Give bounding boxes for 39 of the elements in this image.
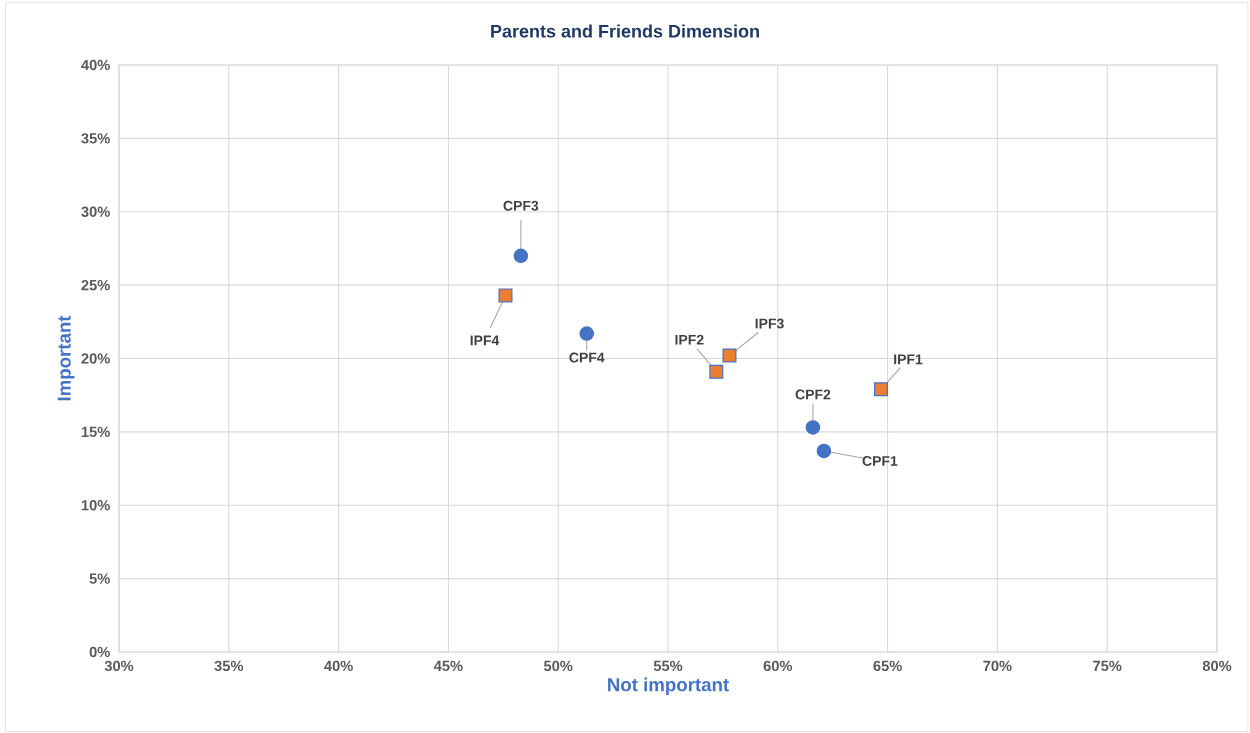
y-tick-label: 25% <box>81 279 110 291</box>
point <box>722 348 737 363</box>
point <box>816 443 832 459</box>
x-tick-label: 75% <box>1093 660 1122 672</box>
x-tick-label: 65% <box>873 660 902 672</box>
y-tick-label: 30% <box>81 206 110 217</box>
point <box>579 326 595 341</box>
x-tick-label: 45% <box>433 660 463 672</box>
annotation: IPF3 <box>755 318 784 329</box>
point <box>513 248 529 264</box>
annotation: CPF3 <box>503 200 539 211</box>
point <box>498 288 513 303</box>
y-tick-label: 5% <box>89 573 110 584</box>
point <box>709 364 724 379</box>
x-tick-label: 55% <box>653 660 683 672</box>
y-axis-title: Important <box>57 315 75 401</box>
point <box>805 420 821 435</box>
annotation: IPF4 <box>470 335 500 346</box>
y-tick-label: 20% <box>81 353 110 364</box>
x-tick-label: 70% <box>983 660 1012 672</box>
y-tick-label: 15% <box>81 426 110 438</box>
y-tick-label: 0% <box>89 646 110 658</box>
annotation: CPF1 <box>862 456 898 466</box>
point <box>874 382 889 397</box>
x-tick-label: 40% <box>324 660 353 672</box>
x-tick-label: 30% <box>104 660 134 672</box>
annotation: IPF1 <box>894 354 923 365</box>
y-tick-label: 35% <box>81 133 110 144</box>
annotation: CPF4 <box>569 352 605 363</box>
annotation: CPF2 <box>795 389 831 400</box>
y-tick-label: 40% <box>81 59 110 71</box>
x-axis-title: Not important <box>608 677 729 695</box>
x-tick-label: 35% <box>214 660 244 672</box>
y-tick-label: 10% <box>81 500 110 511</box>
annotation: IPF2 <box>675 334 704 345</box>
x-tick-label: 60% <box>763 660 793 672</box>
chart-title: Parents and Friends Dimension <box>491 24 759 38</box>
x-tick-label: 50% <box>543 660 573 672</box>
x-tick-label: 80% <box>1202 660 1232 672</box>
